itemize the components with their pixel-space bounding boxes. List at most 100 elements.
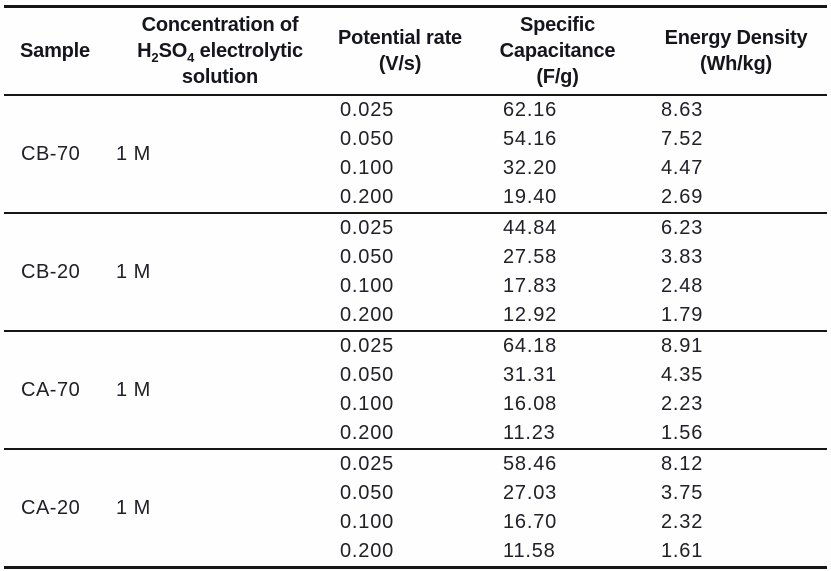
energy-cell: 1.61 xyxy=(661,540,704,562)
energy-cell: 2.69 xyxy=(661,186,704,208)
capacitance-cell: 16.70 xyxy=(503,511,558,533)
formula-subscript-2: 2 xyxy=(151,50,159,65)
sample-group-cb-20: CB-20 1 M 0.025 44.84 6.23 0.050 27.58 3… xyxy=(4,213,827,331)
rate-cell: 0.050 xyxy=(340,482,395,504)
rate-cell: 0.050 xyxy=(340,246,395,268)
capacitance-cell: 31.31 xyxy=(503,364,558,386)
formula-subscript-4: 4 xyxy=(187,50,195,65)
table-row: 0.100 16.08 2.23 xyxy=(4,390,827,419)
energy-cell: 3.75 xyxy=(661,482,704,504)
table-row: CA-70 1 M 0.025 64.18 8.91 xyxy=(4,331,827,401)
energy-cell: 7.52 xyxy=(661,128,704,150)
rate-cell: 0.100 xyxy=(340,511,395,533)
capacitance-cell: 12.92 xyxy=(503,304,558,326)
rate-cell: 0.100 xyxy=(340,275,395,297)
header-line-formula: H2SO4 electrolytic xyxy=(110,38,330,64)
capacitance-cell: 11.23 xyxy=(503,422,556,444)
capacitance-cell: 32.20 xyxy=(503,157,558,179)
table-row: 0.100 17.83 2.48 xyxy=(4,272,827,301)
table-row: 0.200 19.40 2.69 xyxy=(4,183,827,213)
energy-cell: 1.56 xyxy=(661,422,704,444)
column-header-concentration: Concentration of H2SO4 electrolytic solu… xyxy=(110,7,330,96)
rate-cell: 0.025 xyxy=(340,99,395,121)
header-line: Specific xyxy=(519,14,596,36)
header-line: Energy Density xyxy=(664,27,808,49)
energy-cell: 2.48 xyxy=(661,275,704,297)
table-row: CB-20 1 M 0.025 44.84 6.23 xyxy=(4,213,827,283)
table-row: 0.100 32.20 4.47 xyxy=(4,154,827,183)
concentration-cell: 1 M xyxy=(116,378,151,401)
rate-cell: 0.100 xyxy=(340,157,395,179)
energy-cell: 8.63 xyxy=(661,99,704,121)
sample-cell: CA-20 xyxy=(21,496,81,519)
capacitance-cell: 17.83 xyxy=(503,275,558,297)
header-line: Concentration of xyxy=(141,14,299,36)
header-label: Sample xyxy=(20,40,90,62)
formula-suffix: electrolytic xyxy=(194,40,303,62)
energy-cell: 3.83 xyxy=(661,246,704,268)
energy-cell: 6.23 xyxy=(661,217,704,239)
rate-cell: 0.050 xyxy=(340,128,395,150)
energy-cell: 2.23 xyxy=(661,393,704,415)
concentration-cell: 1 M xyxy=(116,260,151,283)
header-unit: (V/s) xyxy=(378,53,422,75)
sample-group-ca-70: CA-70 1 M 0.025 64.18 8.91 0.050 31.31 4… xyxy=(4,331,827,449)
table-row: 0.200 11.58 1.61 xyxy=(4,537,827,568)
capacitance-cell: 44.84 xyxy=(503,217,558,239)
sample-cell: CB-20 xyxy=(21,260,81,283)
sample-cell: CA-70 xyxy=(21,378,81,401)
capacitance-cell: 54.16 xyxy=(503,128,558,150)
rate-cell: 0.050 xyxy=(340,364,395,386)
table-row: CA-20 1 M 0.025 58.46 8.12 xyxy=(4,449,827,519)
rate-cell: 0.100 xyxy=(340,393,395,415)
column-header-specific-capacitance: Specific Capacitance (F/g) xyxy=(470,7,645,96)
header-line: solution xyxy=(181,66,259,88)
table-row: 0.200 12.92 1.79 xyxy=(4,301,827,331)
table-row: 0.050 54.16 7.52 xyxy=(4,125,827,154)
energy-cell: 8.12 xyxy=(661,453,704,475)
formula-h: H xyxy=(137,40,152,62)
rate-cell: 0.200 xyxy=(340,186,395,208)
results-table: Sample Concentration of H2SO4 electrolyt… xyxy=(4,5,827,569)
energy-cell: 2.32 xyxy=(661,511,704,533)
table-row: 0.200 11.23 1.56 xyxy=(4,419,827,449)
capacitance-cell: 16.08 xyxy=(503,393,558,415)
capacitance-cell: 11.58 xyxy=(503,540,556,562)
energy-cell: 4.47 xyxy=(661,157,704,179)
formula-so: SO xyxy=(158,40,188,62)
header-unit: (F/g) xyxy=(536,66,579,88)
rate-cell: 0.025 xyxy=(340,217,395,239)
capacitance-cell: 64.18 xyxy=(503,335,558,357)
table-row: 0.100 16.70 2.32 xyxy=(4,508,827,537)
capacitance-cell: 62.16 xyxy=(503,99,558,121)
capacitance-cell: 27.58 xyxy=(503,246,558,268)
capacitance-cell: 19.40 xyxy=(503,186,558,208)
sample-group-cb-70: CB-70 1 M 0.025 62.16 8.63 0.050 54.16 7… xyxy=(4,95,827,213)
sample-group-ca-20: CA-20 1 M 0.025 58.46 8.12 0.050 27.03 3… xyxy=(4,449,827,568)
header-line: Potential rate xyxy=(338,27,462,49)
column-header-sample: Sample xyxy=(4,7,110,96)
energy-cell: 4.35 xyxy=(661,364,704,386)
table-row: 0.050 27.03 3.75 xyxy=(4,479,827,508)
concentration-cell: 1 M xyxy=(116,496,151,519)
table-row: CB-70 1 M 0.025 62.16 8.63 xyxy=(4,95,827,165)
energy-cell: 1.79 xyxy=(661,304,704,326)
header-unit: (Wh/kg) xyxy=(700,53,772,75)
rate-cell: 0.200 xyxy=(340,304,395,326)
rate-cell: 0.200 xyxy=(340,540,395,562)
rate-cell: 0.200 xyxy=(340,422,395,444)
header-line: Capacitance xyxy=(499,40,616,62)
column-header-energy-density: Energy Density (Wh/kg) xyxy=(645,7,827,96)
rate-cell: 0.025 xyxy=(340,453,395,475)
table-row: 0.050 31.31 4.35 xyxy=(4,361,827,390)
capacitance-cell: 27.03 xyxy=(503,482,558,504)
concentration-cell: 1 M xyxy=(116,142,151,165)
column-header-potential-rate: Potential rate (V/s) xyxy=(330,7,470,96)
rate-cell: 0.025 xyxy=(340,335,395,357)
table-header-row: Sample Concentration of H2SO4 electrolyt… xyxy=(4,7,827,96)
table-row: 0.050 27.58 3.83 xyxy=(4,243,827,272)
energy-cell: 8.91 xyxy=(661,335,704,357)
capacitance-cell: 58.46 xyxy=(503,453,558,475)
sample-cell: CB-70 xyxy=(21,142,81,165)
